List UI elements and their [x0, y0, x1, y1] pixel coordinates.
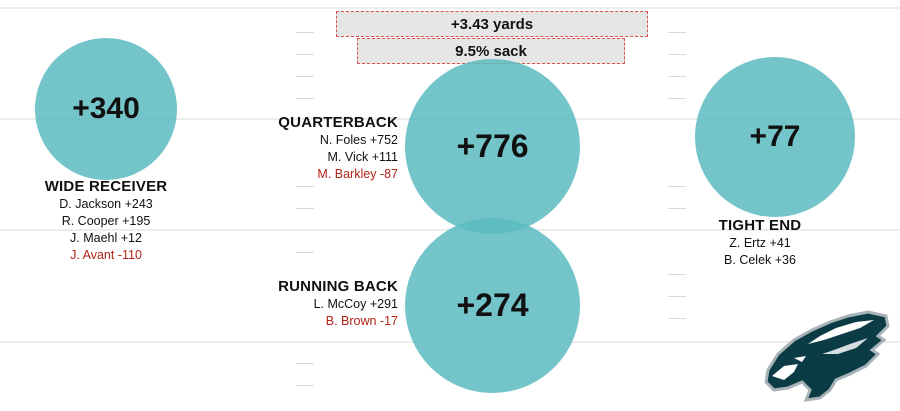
- player-row: L. McCoy +291: [313, 297, 398, 311]
- hash-mark: [296, 186, 314, 187]
- player-row: M. Vick +111: [327, 150, 398, 164]
- hash-mark: [296, 98, 314, 99]
- wide-receiver-label: WIDE RECEIVER: [44, 178, 168, 195]
- hash-mark: [668, 274, 686, 275]
- hash-mark: [668, 318, 686, 319]
- player-row: J. Avant -110: [70, 248, 142, 262]
- player-row: M. Barkley -87: [317, 167, 398, 181]
- hash-mark: [296, 54, 314, 55]
- hash-mark: [296, 363, 314, 364]
- wide-receiver-bubble: +340: [35, 38, 177, 180]
- eagle-feather-highlight: [808, 320, 874, 344]
- sack-stat-text: 9.5% sack: [455, 42, 527, 60]
- hash-mark: [668, 76, 686, 77]
- eagle-head-shape: [764, 310, 890, 402]
- hash-mark: [296, 76, 314, 77]
- player-row: R. Cooper +195: [61, 214, 151, 228]
- quarterback-label: QUARTERBACK: [278, 114, 398, 131]
- yard-line: [0, 7, 900, 9]
- player-row: B. Brown -17: [325, 314, 398, 328]
- hash-mark: [668, 186, 686, 187]
- player-row: B. Celek +36: [724, 253, 796, 267]
- quarterback-value: +776: [456, 128, 529, 164]
- player-row: N. Foles +752: [319, 133, 398, 147]
- hash-mark: [296, 252, 314, 253]
- tight-end-bubble: +77: [695, 57, 855, 217]
- eagle-feather-highlight: [822, 338, 868, 354]
- hash-mark: [668, 98, 686, 99]
- hash-mark: [668, 208, 686, 209]
- tight-end-value: +77: [749, 120, 801, 153]
- running-back-players: L. McCoy +291 B. Brown -17: [230, 296, 398, 330]
- running-back-label: RUNNING BACK: [278, 278, 398, 295]
- tight-end-label: TIGHT END: [718, 217, 802, 234]
- wide-receiver-value: +340: [72, 92, 140, 125]
- hash-mark: [296, 385, 314, 386]
- eagle-beak: [772, 364, 798, 380]
- yards-stat-text: +3.43 yards: [450, 15, 534, 33]
- wide-receiver-players: D. Jackson +243 R. Cooper +195 J. Maehl …: [26, 196, 186, 264]
- player-row: Z. Ertz +41: [729, 236, 791, 250]
- hash-mark: [668, 32, 686, 33]
- eagle-eye: [794, 356, 806, 362]
- hash-mark: [296, 208, 314, 209]
- player-row: D. Jackson +243: [59, 197, 153, 211]
- quarterback-players: N. Foles +752 M. Vick +111 M. Barkley -8…: [230, 132, 398, 183]
- player-row: J. Maehl +12: [70, 231, 142, 245]
- eagle-head-logo-icon: [764, 310, 890, 402]
- running-back-value: +274: [456, 287, 529, 323]
- hash-mark: [668, 296, 686, 297]
- yards-stat-box: +3.43 yards: [336, 11, 648, 37]
- quarterback-bubble: +776: [405, 59, 580, 234]
- hash-mark: [296, 32, 314, 33]
- running-back-bubble: +274: [405, 218, 580, 393]
- tight-end-players: Z. Ertz +41 B. Celek +36: [695, 235, 825, 269]
- hash-mark: [668, 54, 686, 55]
